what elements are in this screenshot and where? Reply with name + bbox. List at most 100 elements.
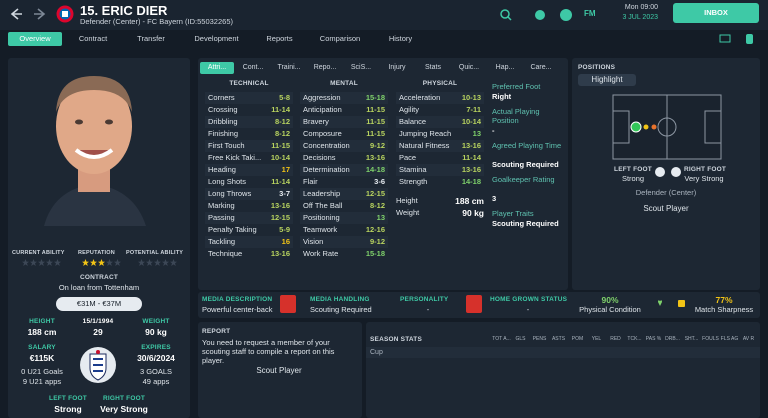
attribute-value: 7-11 xyxy=(466,105,481,114)
sub-tab[interactable]: Quic... xyxy=(458,64,480,71)
column-title: TECHNICAL xyxy=(229,80,269,87)
attribute-row: Off The Ball 8-12 xyxy=(300,200,388,212)
attribute-row: Decisions 13-16 xyxy=(300,152,388,164)
attribute-row: Leadership 12-15 xyxy=(300,188,388,200)
pos-left-foot: Strong xyxy=(621,174,645,183)
attribute-value: 15-18 xyxy=(365,93,385,102)
foot-icons xyxy=(655,167,681,177)
scout-button[interactable]: Scout Player xyxy=(643,204,689,213)
attribute-row: Teamwork 12-16 xyxy=(300,224,388,236)
attribute-value: 10-14 xyxy=(461,117,481,126)
media-handling: Scouting Required xyxy=(310,305,372,314)
attribute-row: Concentration 9-12 xyxy=(300,140,388,152)
report-scout-button[interactable]: Scout Player xyxy=(256,366,302,375)
info-value: Right xyxy=(492,92,512,101)
pitch xyxy=(612,94,722,160)
player-name: 15. ERIC DIER xyxy=(80,3,168,18)
header-icons[interactable] xyxy=(498,7,598,23)
attribute-name: Corners xyxy=(208,93,235,102)
attribute-name: Positioning xyxy=(303,213,340,222)
personality-label: PERSONALITY xyxy=(400,296,449,303)
attribute-value: 13 xyxy=(376,213,385,222)
condition-label: Physical Condition xyxy=(579,305,641,314)
attribute-value: 12-16 xyxy=(365,225,385,234)
attribute-value: 11-15 xyxy=(366,105,385,114)
info-value: Scouting Required xyxy=(492,160,559,169)
sub-tab[interactable]: Hap... xyxy=(495,64,515,71)
sub-tab[interactable]: Traini... xyxy=(277,64,301,71)
attribute-value: 13-16 xyxy=(270,249,290,258)
attribute-value: 3-7 xyxy=(279,189,290,198)
media-description-label: MEDIA DESCRIPTION xyxy=(202,296,273,303)
attribute-row: Natural Fitness 13-16 xyxy=(396,140,484,152)
weight: 90 kg xyxy=(145,327,167,337)
contract-status: On loan from Tottenham xyxy=(58,283,140,292)
sub-tab[interactable]: SciS... xyxy=(350,64,372,71)
condition-icons xyxy=(658,300,685,307)
attribute-row: Balance 10-14 xyxy=(396,116,484,128)
height: 188 cm xyxy=(27,327,57,337)
attribute-row: First Touch 11-15 xyxy=(205,140,293,152)
media-handling-label: MEDIA HANDLING xyxy=(310,296,370,303)
attribute-value: 11-15 xyxy=(366,129,385,138)
nav-tab[interactable]: Transfer xyxy=(137,34,165,43)
sub-tab[interactable]: Cont... xyxy=(242,64,264,71)
phys-weight: 90 kg xyxy=(462,208,484,218)
nav-tab[interactable]: Development xyxy=(194,34,239,43)
info-label: Goalkeeper Rating xyxy=(492,175,555,184)
info-column: Preferred Foot Right Actual Playing Positi… xyxy=(492,82,564,242)
attribute-row: Acceleration 10-13 xyxy=(396,92,484,104)
highlight-dropdown[interactable]: Highlight xyxy=(578,74,636,86)
attribute-row: Stamina 13-16 xyxy=(396,164,484,176)
attribute-name: Technique xyxy=(208,249,243,258)
sub-tab[interactable]: Attri... xyxy=(200,62,234,74)
nav-icons[interactable] xyxy=(718,33,758,45)
attribute-value: 11-14 xyxy=(271,105,290,114)
attribute-row: Determination 14-18 xyxy=(300,164,388,176)
attribute-row: Agility 7-11 xyxy=(396,104,484,116)
sharpness-label: Match Sharpness xyxy=(694,305,754,314)
club-badge xyxy=(56,5,74,23)
sub-tab[interactable]: Care... xyxy=(530,64,552,71)
attribute-row: Anticipation 11-15 xyxy=(300,104,388,116)
season-row: Cup xyxy=(366,347,760,358)
attribute-value: 11-15 xyxy=(271,141,290,150)
attribute-row: Tackling 16 xyxy=(205,236,293,248)
player-photo xyxy=(44,76,146,226)
game-time: Mon 09:00 xyxy=(624,4,658,11)
attribute-list: Aggression 15-18 Anticipation 11-15 Bravery 1… xyxy=(300,92,388,260)
season-column: PENS xyxy=(532,336,547,342)
phys-height: 188 cm xyxy=(455,196,484,206)
season-column: ASTS xyxy=(551,336,566,342)
attribute-value: 9-12 xyxy=(369,141,385,150)
nav-arrows[interactable] xyxy=(8,7,48,21)
attribute-name: Concentration xyxy=(303,141,350,150)
attribute-row: Marking 13-16 xyxy=(205,200,293,212)
nav-tab[interactable]: History xyxy=(388,34,413,43)
attribute-row: Free Kick Taki... 10-14 xyxy=(205,152,293,164)
nav-tab[interactable]: Overview xyxy=(8,32,62,46)
role: Defender (Center) xyxy=(635,188,697,197)
attribute-value: 11-14 xyxy=(462,153,481,162)
sub-tab[interactable]: Repo... xyxy=(313,64,337,71)
attribute-name: Finishing xyxy=(208,129,239,138)
u21-goals: 0 U21 Goals xyxy=(21,367,63,376)
season-column: AV R xyxy=(742,336,755,342)
sub-tab[interactable]: Stats xyxy=(425,64,441,71)
season-panel xyxy=(366,322,760,418)
attribute-name: Stamina xyxy=(399,165,427,174)
media-description: Powerful center-back xyxy=(202,305,273,314)
report-title: REPORT xyxy=(202,328,231,335)
attribute-row: Long Shots 11-14 xyxy=(205,176,293,188)
nav-tab[interactable]: Comparison xyxy=(319,34,361,43)
nav-tab[interactable]: Contract xyxy=(78,34,108,43)
inbox-button[interactable]: INBOX xyxy=(673,3,759,23)
nav-tab[interactable]: Reports xyxy=(266,34,293,43)
season-column: TCK... xyxy=(627,336,642,342)
height-label: HEIGHT xyxy=(29,318,55,325)
attribute-row: Aggression 15-18 xyxy=(300,92,388,104)
fm-logo[interactable]: FM xyxy=(584,9,596,18)
sub-tab[interactable]: Injury xyxy=(388,64,406,71)
attribute-name: Strength xyxy=(399,177,428,186)
attribute-name: Determination xyxy=(303,165,350,174)
